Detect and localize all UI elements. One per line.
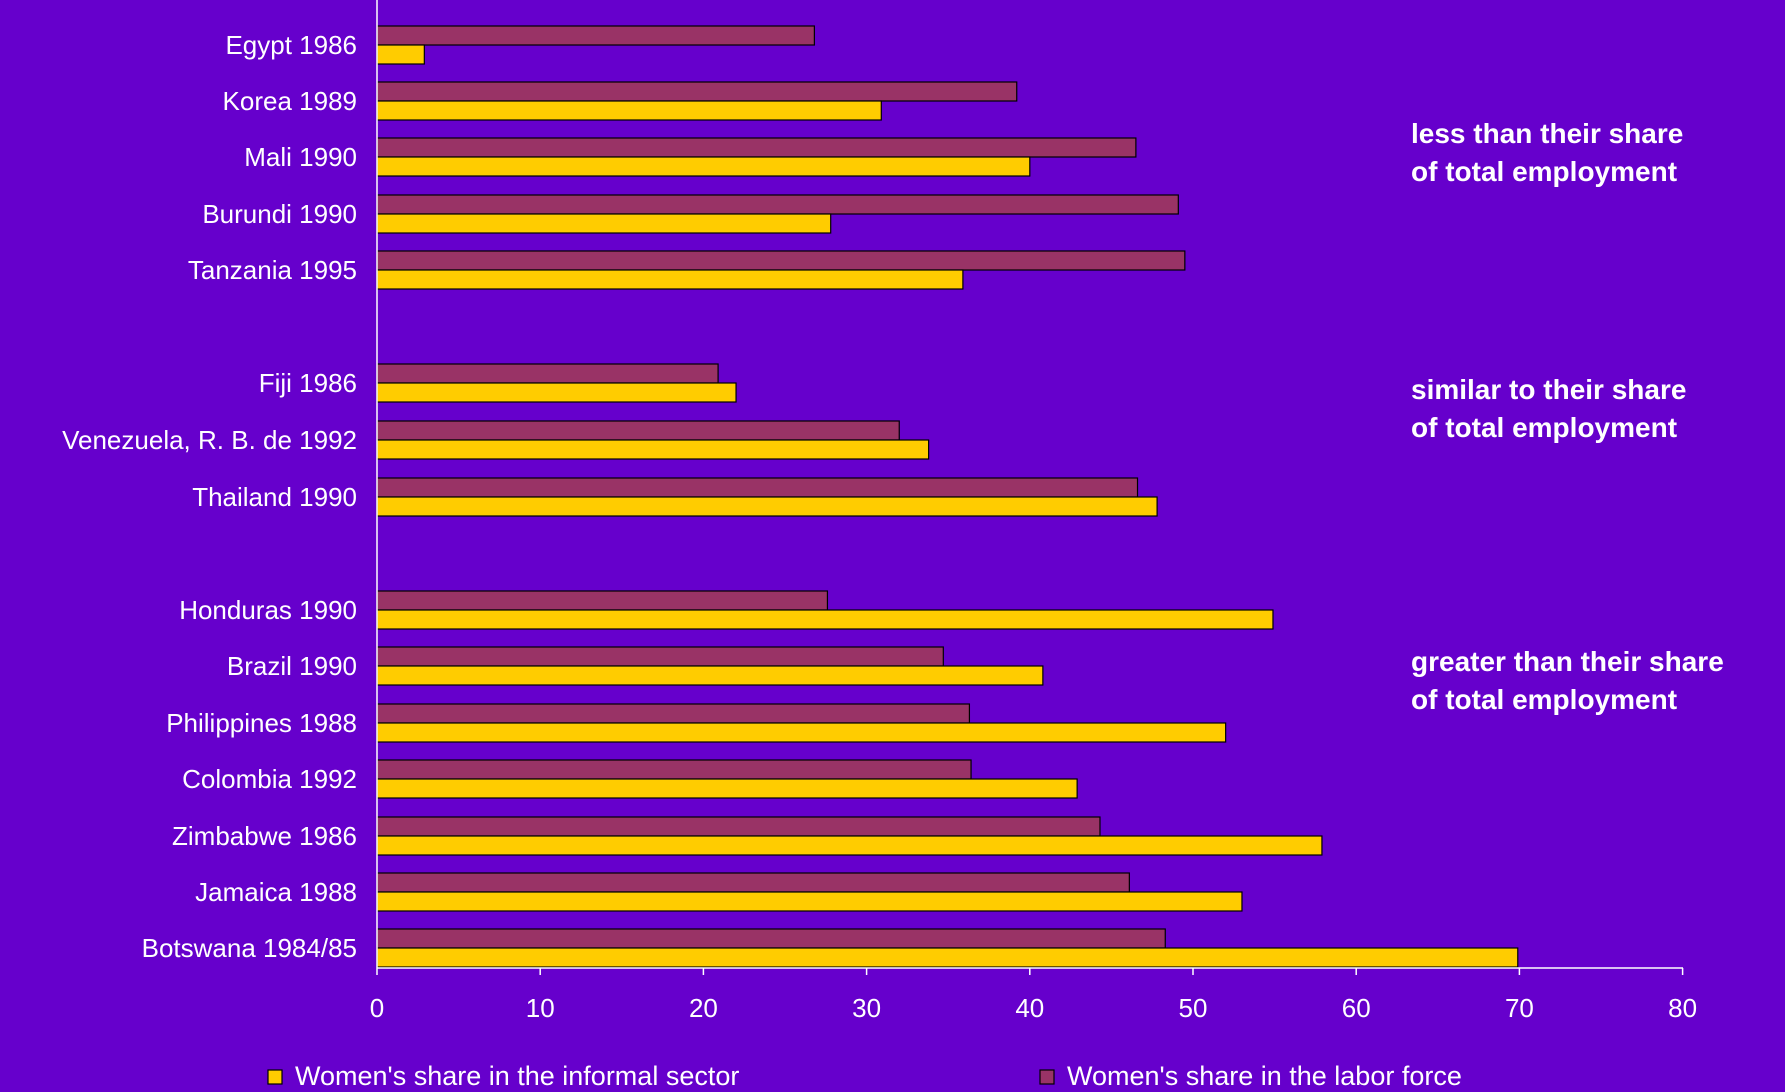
informal-sector-bar-fiji-1986 [376, 382, 737, 403]
informal-sector-bar-botswana-1984-85 [376, 947, 1519, 968]
informal-sector-bar-burundi-1990 [376, 213, 832, 234]
category-label-mali-1990: Mali 1990 [244, 142, 357, 172]
x-tick-label: 60 [1342, 993, 1371, 1023]
labor-force-bar-korea-1989 [376, 81, 1018, 102]
informal-sector-bar-brazil-1990 [376, 665, 1044, 686]
category-label-jamaica-1988: Jamaica 1988 [195, 877, 357, 907]
x-tick-label: 10 [526, 993, 555, 1023]
category-label-zimbabwe-1986: Zimbabwe 1986 [172, 821, 357, 851]
category-label-botswana-1984-85: Botswana 1984/85 [142, 933, 357, 963]
labor-force-bar-philippines-1988 [376, 703, 971, 724]
informal-sector-bar-mali-1990 [376, 156, 1031, 177]
x-tick-label: 70 [1505, 993, 1534, 1023]
labor-force-bar-fiji-1986 [376, 363, 719, 384]
informal-sector-bar-philippines-1988 [376, 722, 1227, 743]
x-tick-label: 50 [1179, 993, 1208, 1023]
group-annotation-line: of total employment [1411, 684, 1677, 715]
informal-sector-bar-jamaica-1988 [376, 891, 1243, 912]
labor-force-bar-venezuela-r-b-de-1992 [376, 420, 900, 441]
group-annotations: less than their share of total employment… [1411, 118, 1724, 715]
labor-force-bar-mali-1990 [376, 137, 1137, 158]
x-tick-label: 0 [370, 993, 384, 1023]
labor-force-bar-botswana-1984-85 [376, 928, 1166, 949]
labor-force-bar-thailand-1990 [376, 477, 1139, 498]
labor-force-bar-burundi-1990 [376, 194, 1179, 215]
labor-force-bar-brazil-1990 [376, 646, 944, 667]
informal-sector-bar-egypt-1986 [376, 44, 425, 65]
category-label-korea-1989: Korea 1989 [223, 86, 357, 116]
category-label-egypt-1986: Egypt 1986 [225, 30, 357, 60]
legend-swatch [1039, 1069, 1055, 1085]
informal-sector-bar-zimbabwe-1986 [376, 835, 1323, 856]
category-label-honduras-1990: Honduras 1990 [179, 595, 357, 625]
informal-sector-bar-venezuela-r-b-de-1992 [376, 439, 930, 460]
x-tick-label: 30 [852, 993, 881, 1023]
legend: Women's share in the informal sector Wome… [267, 1061, 1462, 1091]
category-label-burundi-1990: Burundi 1990 [202, 199, 357, 229]
x-tick-label: 20 [689, 993, 718, 1023]
labor-force-bar-honduras-1990 [376, 590, 829, 611]
informal-sector-bar-colombia-1992 [376, 778, 1078, 799]
category-label-venezuela-r-b-de-1992: Venezuela, R. B. de 1992 [62, 425, 357, 455]
labor-force-bar-zimbabwe-1986 [376, 816, 1101, 837]
category-label-colombia-1992: Colombia 1992 [182, 764, 357, 794]
informal-sector-bar-tanzania-1995 [376, 269, 964, 290]
x-tick-label: 40 [1015, 993, 1044, 1023]
labor-force-bar-egypt-1986 [376, 25, 815, 46]
group-annotation-line: of total employment [1411, 412, 1677, 443]
group-annotation-line: similar to their share [1411, 374, 1686, 405]
labor-force-bar-tanzania-1995 [376, 250, 1186, 271]
group-annotation-line: less than their share [1411, 118, 1683, 149]
category-label-tanzania-1995: Tanzania 1995 [188, 255, 357, 285]
category-label-thailand-1990: Thailand 1990 [192, 482, 357, 512]
group-annotation-line: of total employment [1411, 156, 1677, 187]
category-labels: Egypt 1986 Korea 1989 Mali 1990 Burundi 199… [62, 30, 357, 963]
bars-layer [376, 25, 1519, 968]
legend-label: Women's share in the labor force [1067, 1061, 1462, 1091]
legend-label: Women's share in the informal sector [295, 1061, 739, 1091]
informal-sector-bar-thailand-1990 [376, 496, 1158, 517]
labor-force-bar-jamaica-1988 [376, 872, 1130, 893]
labor-force-bar-colombia-1992 [376, 759, 972, 780]
informal-sector-bar-korea-1989 [376, 100, 882, 121]
x-axis: 0 10 20 30 40 50 60 70 80 [370, 0, 1697, 1023]
category-label-fiji-1986: Fiji 1986 [259, 368, 357, 398]
category-label-philippines-1988: Philippines 1988 [166, 708, 357, 738]
category-label-brazil-1990: Brazil 1990 [227, 651, 357, 681]
x-tick-label: 80 [1668, 993, 1697, 1023]
legend-swatch [267, 1069, 283, 1085]
informal-sector-bar-honduras-1990 [376, 609, 1274, 630]
group-annotation-line: greater than their share [1411, 646, 1724, 677]
